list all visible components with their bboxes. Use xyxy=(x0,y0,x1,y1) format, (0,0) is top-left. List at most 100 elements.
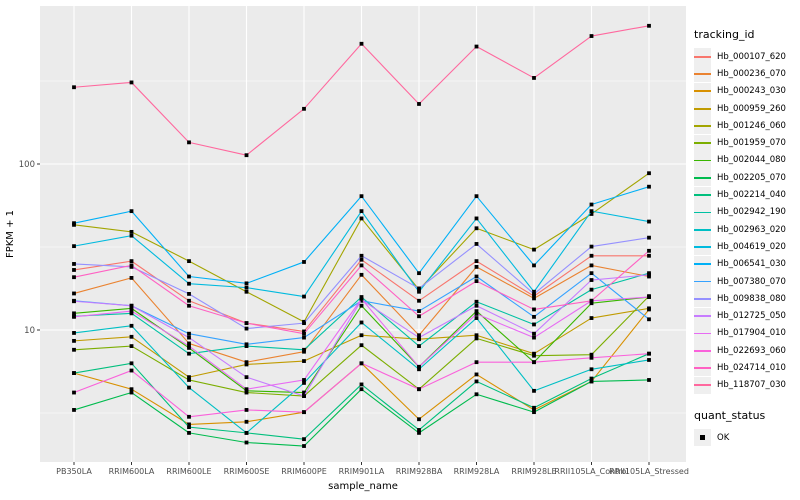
data-point-Hb_007380_070 xyxy=(589,271,594,276)
data-point-Hb_022693_060 xyxy=(474,360,479,365)
legend-item-label: Hb_002963_020 xyxy=(717,224,786,235)
data-point-Hb_002963_020 xyxy=(244,430,249,435)
legend-item-label: Hb_022693_060 xyxy=(717,345,786,356)
data-point-Hb_002044_080 xyxy=(129,306,134,311)
legend-item-label: Hb_024714_010 xyxy=(717,362,786,373)
legend-item-label: Hb_118707_030 xyxy=(717,380,786,391)
data-point-Hb_118707_030 xyxy=(72,85,76,90)
legend-item-label: Hb_004619_020 xyxy=(717,241,786,252)
data-point-Hb_006541_030 xyxy=(129,209,134,214)
data-point-Hb_024714_010 xyxy=(647,248,651,253)
legend-item-label: Hb_007380_070 xyxy=(717,276,786,287)
data-point-Hb_024714_010 xyxy=(589,298,594,303)
data-point-Hb_002205_070 xyxy=(244,440,249,445)
data-point-Hb_017904_010 xyxy=(302,378,306,382)
data-point-Hb_000959_260 xyxy=(72,338,76,343)
data-point-Hb_000236_070 xyxy=(187,341,191,346)
data-point-Hb_001959_070 xyxy=(129,344,134,348)
legend-key-line-icon xyxy=(694,82,711,100)
data-point-Hb_009838_080 xyxy=(474,242,479,246)
data-point-Hb_024714_010 xyxy=(187,303,191,308)
data-point-Hb_000236_070 xyxy=(532,296,536,301)
x-tick-label: RRIM600SE xyxy=(224,467,270,476)
data-point-Hb_017904_010 xyxy=(359,296,364,301)
data-point-Hb_002205_070 xyxy=(72,408,76,412)
data-point-Hb_000107_620 xyxy=(532,294,536,299)
data-point-Hb_001246_060 xyxy=(359,216,364,221)
data-point-Hb_022693_060 xyxy=(589,355,594,360)
data-point-Hb_002044_080 xyxy=(302,390,306,395)
legend-item-Hb_002044_080: Hb_002044_080 xyxy=(694,151,800,169)
legend-key-line-icon xyxy=(694,273,711,290)
legend-key-line-icon xyxy=(694,134,711,152)
legend-key-line-icon xyxy=(694,376,711,394)
data-point-Hb_004619_020 xyxy=(129,233,134,238)
data-point-Hb_000959_260 xyxy=(302,359,306,363)
data-point-Hb_009838_080 xyxy=(187,291,191,296)
legend-item-label: Hb_002214_040 xyxy=(717,190,786,201)
legend-item-quant-OK: OK xyxy=(694,429,800,447)
data-point-Hb_002214_040 xyxy=(417,428,421,432)
data-point-Hb_001246_060 xyxy=(589,212,594,216)
data-point-Hb_022693_060 xyxy=(129,368,134,373)
data-point-Hb_000107_620 xyxy=(129,259,134,264)
data-point-Hb_002963_020 xyxy=(72,331,76,335)
data-point-Hb_024714_010 xyxy=(129,263,134,268)
y-tick-label: 10 xyxy=(24,326,35,336)
legend-item-Hb_009838_080: Hb_009838_080 xyxy=(694,290,800,308)
data-point-Hb_004619_020 xyxy=(244,285,249,290)
data-point-Hb_022693_060 xyxy=(359,361,364,366)
data-point-Hb_002942_190 xyxy=(417,344,421,348)
legend: tracking_id Hb_000107_620 Hb_000236_070 Hb… xyxy=(694,28,800,447)
data-point-Hb_002942_190 xyxy=(302,347,306,352)
data-point-Hb_004619_020 xyxy=(647,219,651,224)
data-point-Hb_000236_070 xyxy=(359,272,364,277)
data-point-Hb_000959_260 xyxy=(129,334,134,339)
legend-item-Hb_001246_060: Hb_001246_060 xyxy=(694,117,800,135)
legend-item-Hb_000236_070: Hb_000236_070 xyxy=(694,65,800,83)
data-point-Hb_024714_010 xyxy=(532,307,536,312)
data-point-Hb_006541_030 xyxy=(589,202,594,207)
legend-key-line-icon xyxy=(694,65,711,83)
data-point-Hb_001959_070 xyxy=(187,378,191,382)
data-point-Hb_009838_080 xyxy=(359,253,364,258)
data-point-Hb_007380_070 xyxy=(647,317,651,322)
data-point-Hb_002214_040 xyxy=(359,382,364,387)
data-point-Hb_002963_020 xyxy=(589,367,594,372)
data-point-Hb_007380_070 xyxy=(474,274,479,279)
x-tick-label: RRIM600PE xyxy=(281,467,327,476)
data-point-Hb_002214_040 xyxy=(129,361,134,366)
legend-item-label: Hb_000243_030 xyxy=(717,86,786,97)
x-tick-label: RRIM928LA xyxy=(454,467,500,476)
data-point-Hb_006541_030 xyxy=(72,221,76,226)
legend-item-label: Hb_002205_070 xyxy=(717,172,786,183)
data-point-Hb_004619_020 xyxy=(417,289,421,294)
data-point-Hb_012725_050 xyxy=(72,299,76,304)
legend-item-label: Hb_001246_060 xyxy=(717,120,786,131)
legend-key-line-icon xyxy=(694,48,711,66)
data-point-Hb_118707_030 xyxy=(129,80,134,85)
data-point-Hb_007380_070 xyxy=(532,314,536,319)
data-point-Hb_001246_060 xyxy=(647,171,651,176)
legend-title-quant-status: quant_status xyxy=(694,408,766,422)
legend-item-Hb_000243_030: Hb_000243_030 xyxy=(694,82,800,100)
data-point-Hb_001246_060 xyxy=(129,229,134,234)
data-point-Hb_012725_050 xyxy=(244,375,249,380)
legend-item-Hb_000107_620: Hb_000107_620 xyxy=(694,48,800,66)
data-point-Hb_000107_620 xyxy=(474,259,479,264)
data-point-Hb_002963_020 xyxy=(532,388,536,393)
data-point-Hb_012725_050 xyxy=(474,303,479,308)
legend-item-label: Hb_006541_030 xyxy=(717,259,786,270)
legend-item-Hb_017904_010: Hb_017904_010 xyxy=(694,324,800,342)
legend-quant-items: OK xyxy=(694,429,800,447)
data-point-Hb_000107_620 xyxy=(359,257,364,262)
data-point-Hb_001246_060 xyxy=(244,289,249,294)
data-point-Hb_009838_080 xyxy=(647,235,651,240)
data-point-Hb_006541_030 xyxy=(359,194,364,199)
data-point-Hb_002214_040 xyxy=(589,376,594,381)
data-point-Hb_000959_260 xyxy=(244,362,249,367)
legend-item-label: Hb_017904_010 xyxy=(717,328,786,339)
legend-item-Hb_004619_020: Hb_004619_020 xyxy=(694,238,800,256)
data-point-Hb_002963_020 xyxy=(302,381,306,385)
legend-key-line-icon xyxy=(694,203,711,221)
